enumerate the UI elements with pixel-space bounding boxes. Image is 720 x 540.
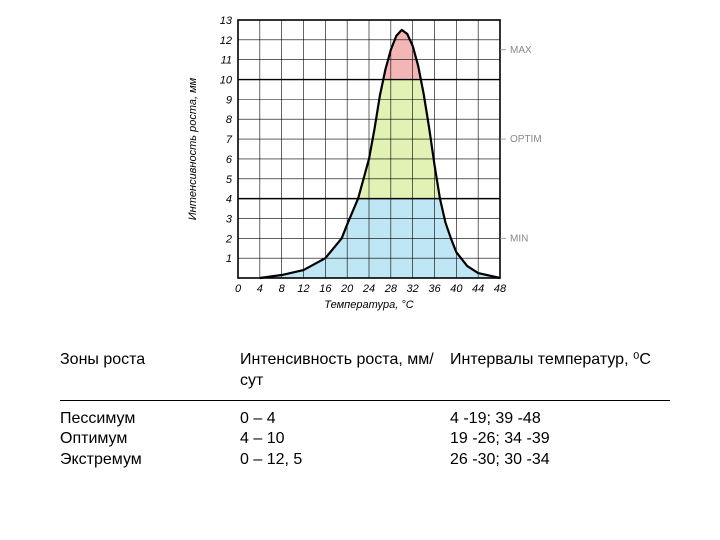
th-temp: Интервалы температур, ⁰С bbox=[450, 350, 670, 392]
svg-text:9: 9 bbox=[226, 94, 232, 106]
td-intensity: 4 – 10 bbox=[240, 429, 450, 450]
table-row: Экстремум 0 – 12, 5 26 -30; 30 -34 bbox=[60, 450, 670, 471]
svg-text:5: 5 bbox=[226, 174, 233, 186]
svg-text:12: 12 bbox=[220, 35, 232, 47]
td-temp: 19 -26; 34 -39 bbox=[450, 429, 670, 450]
svg-text:10: 10 bbox=[220, 75, 233, 87]
td-zone: Экстремум bbox=[60, 450, 240, 471]
svg-text:4: 4 bbox=[226, 194, 232, 206]
th-intensity: Интенсивность роста, мм/сут bbox=[240, 350, 450, 392]
svg-text:1: 1 bbox=[226, 253, 232, 265]
svg-text:11: 11 bbox=[221, 55, 232, 67]
svg-text:28: 28 bbox=[384, 283, 398, 295]
svg-text:6: 6 bbox=[226, 154, 233, 166]
svg-text:4: 4 bbox=[257, 283, 263, 295]
table-row: Оптимум 4 – 10 19 -26; 34 -39 bbox=[60, 429, 670, 450]
td-intensity: 0 – 12, 5 bbox=[240, 450, 450, 471]
svg-text:MIN: MIN bbox=[510, 233, 528, 244]
table-row: Пессимум 0 – 4 4 -19; 39 -48 bbox=[60, 409, 670, 430]
td-intensity: 0 – 4 bbox=[240, 409, 450, 430]
svg-text:Температура, °C: Температура, °C bbox=[324, 299, 413, 311]
zones-table: Зоны роста Интенсивность роста, мм/сут И… bbox=[60, 350, 670, 471]
svg-text:Интенсивность роста, мм: Интенсивность роста, мм bbox=[187, 77, 199, 220]
growth-chart: 0481216202428323640444812345678910111213… bbox=[160, 10, 560, 320]
svg-text:0: 0 bbox=[235, 283, 242, 295]
svg-text:8: 8 bbox=[279, 283, 286, 295]
td-temp: 26 -30; 30 -34 bbox=[450, 450, 670, 471]
svg-text:MAX: MAX bbox=[510, 45, 532, 56]
table-divider bbox=[60, 400, 670, 401]
svg-text:OPTIM: OPTIM bbox=[510, 134, 542, 145]
svg-text:2: 2 bbox=[225, 233, 232, 245]
svg-text:16: 16 bbox=[319, 283, 332, 295]
svg-text:13: 13 bbox=[220, 15, 233, 27]
td-temp: 4 -19; 39 -48 bbox=[450, 409, 670, 430]
svg-text:8: 8 bbox=[226, 114, 233, 126]
th-zone: Зоны роста bbox=[60, 350, 240, 392]
svg-text:12: 12 bbox=[297, 283, 309, 295]
svg-text:20: 20 bbox=[340, 283, 354, 295]
svg-text:7: 7 bbox=[226, 134, 233, 146]
svg-text:48: 48 bbox=[494, 283, 507, 295]
td-zone: Оптимум bbox=[60, 429, 240, 450]
svg-text:40: 40 bbox=[450, 283, 463, 295]
svg-text:32: 32 bbox=[407, 283, 419, 295]
svg-text:36: 36 bbox=[428, 283, 441, 295]
td-zone: Пессимум bbox=[60, 409, 240, 430]
svg-text:3: 3 bbox=[226, 213, 233, 225]
svg-text:44: 44 bbox=[472, 283, 484, 295]
svg-text:24: 24 bbox=[362, 283, 375, 295]
